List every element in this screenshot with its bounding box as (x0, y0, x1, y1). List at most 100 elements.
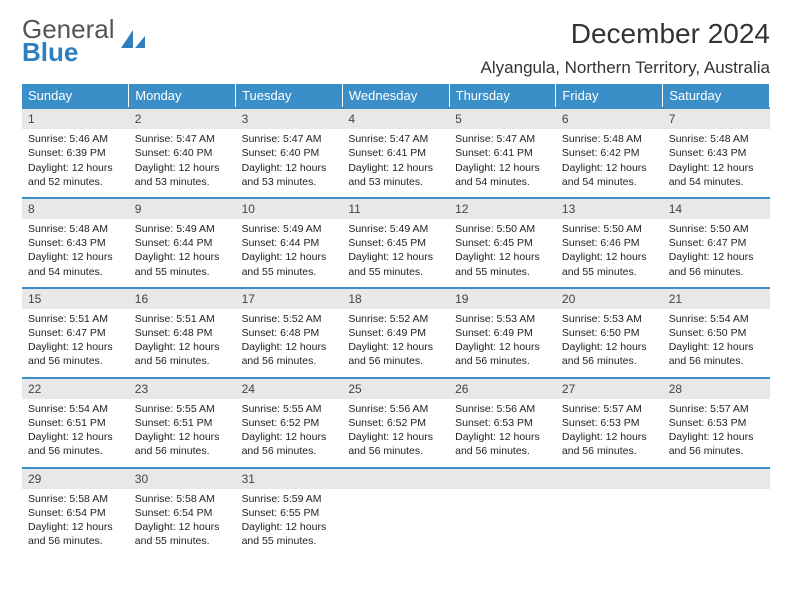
calendar-cell: 25Sunrise: 5:56 AMSunset: 6:52 PMDayligh… (342, 378, 449, 468)
day-number: 1 (22, 109, 129, 129)
calendar-cell (449, 468, 556, 557)
day-number: 7 (663, 109, 770, 129)
day-number: 29 (22, 469, 129, 489)
month-title: December 2024 (481, 18, 770, 50)
day-body: Sunrise: 5:47 AMSunset: 6:41 PMDaylight:… (449, 129, 556, 197)
calendar-cell: 12Sunrise: 5:50 AMSunset: 6:45 PMDayligh… (449, 198, 556, 288)
logo-sail-icon (119, 28, 149, 55)
day-number: 28 (663, 379, 770, 399)
day-body: Sunrise: 5:47 AMSunset: 6:40 PMDaylight:… (236, 129, 343, 197)
location: Alyangula, Northern Territory, Australia (481, 58, 770, 78)
day-body: Sunrise: 5:58 AMSunset: 6:54 PMDaylight:… (129, 489, 236, 557)
day-body: Sunrise: 5:48 AMSunset: 6:43 PMDaylight:… (663, 129, 770, 197)
day-body: Sunrise: 5:48 AMSunset: 6:42 PMDaylight:… (556, 129, 663, 197)
day-body: Sunrise: 5:54 AMSunset: 6:50 PMDaylight:… (663, 309, 770, 377)
weekday-header: Sunday (22, 84, 129, 108)
day-number: 23 (129, 379, 236, 399)
day-body: Sunrise: 5:53 AMSunset: 6:49 PMDaylight:… (449, 309, 556, 377)
calendar-cell: 14Sunrise: 5:50 AMSunset: 6:47 PMDayligh… (663, 198, 770, 288)
day-body: Sunrise: 5:49 AMSunset: 6:44 PMDaylight:… (236, 219, 343, 287)
weekday-header: Wednesday (342, 84, 449, 108)
day-number: 25 (342, 379, 449, 399)
calendar-cell (556, 468, 663, 557)
day-number: 5 (449, 109, 556, 129)
calendar-cell: 5Sunrise: 5:47 AMSunset: 6:41 PMDaylight… (449, 108, 556, 198)
logo: General Blue (22, 18, 149, 65)
calendar-head: SundayMondayTuesdayWednesdayThursdayFrid… (22, 84, 770, 108)
day-number: 9 (129, 199, 236, 219)
calendar-cell: 6Sunrise: 5:48 AMSunset: 6:42 PMDaylight… (556, 108, 663, 198)
calendar-cell: 13Sunrise: 5:50 AMSunset: 6:46 PMDayligh… (556, 198, 663, 288)
day-body: Sunrise: 5:51 AMSunset: 6:48 PMDaylight:… (129, 309, 236, 377)
day-body: Sunrise: 5:59 AMSunset: 6:55 PMDaylight:… (236, 489, 343, 557)
day-number: 19 (449, 289, 556, 309)
day-body: Sunrise: 5:57 AMSunset: 6:53 PMDaylight:… (556, 399, 663, 467)
calendar-cell: 28Sunrise: 5:57 AMSunset: 6:53 PMDayligh… (663, 378, 770, 468)
day-number: 10 (236, 199, 343, 219)
calendar-table: SundayMondayTuesdayWednesdayThursdayFrid… (22, 84, 770, 556)
day-number: 20 (556, 289, 663, 309)
header: General Blue December 2024 Alyangula, No… (22, 18, 770, 78)
day-body: Sunrise: 5:58 AMSunset: 6:54 PMDaylight:… (22, 489, 129, 557)
day-number: 30 (129, 469, 236, 489)
calendar-cell: 3Sunrise: 5:47 AMSunset: 6:40 PMDaylight… (236, 108, 343, 198)
day-number: 13 (556, 199, 663, 219)
weekday-header: Saturday (663, 84, 770, 108)
calendar-cell: 19Sunrise: 5:53 AMSunset: 6:49 PMDayligh… (449, 288, 556, 378)
calendar-cell: 7Sunrise: 5:48 AMSunset: 6:43 PMDaylight… (663, 108, 770, 198)
calendar-cell: 10Sunrise: 5:49 AMSunset: 6:44 PMDayligh… (236, 198, 343, 288)
title-block: December 2024 Alyangula, Northern Territ… (481, 18, 770, 78)
calendar-cell: 24Sunrise: 5:55 AMSunset: 6:52 PMDayligh… (236, 378, 343, 468)
weekday-header: Friday (556, 84, 663, 108)
day-body: Sunrise: 5:47 AMSunset: 6:40 PMDaylight:… (129, 129, 236, 197)
day-body: Sunrise: 5:48 AMSunset: 6:43 PMDaylight:… (22, 219, 129, 287)
calendar-cell (342, 468, 449, 557)
day-body: Sunrise: 5:47 AMSunset: 6:41 PMDaylight:… (342, 129, 449, 197)
day-body: Sunrise: 5:56 AMSunset: 6:53 PMDaylight:… (449, 399, 556, 467)
day-body: Sunrise: 5:54 AMSunset: 6:51 PMDaylight:… (22, 399, 129, 467)
day-body: Sunrise: 5:50 AMSunset: 6:46 PMDaylight:… (556, 219, 663, 287)
logo-word2: Blue (22, 37, 78, 67)
day-body: Sunrise: 5:53 AMSunset: 6:50 PMDaylight:… (556, 309, 663, 377)
calendar-cell: 30Sunrise: 5:58 AMSunset: 6:54 PMDayligh… (129, 468, 236, 557)
day-number: 17 (236, 289, 343, 309)
day-body: Sunrise: 5:46 AMSunset: 6:39 PMDaylight:… (22, 129, 129, 197)
calendar-cell: 16Sunrise: 5:51 AMSunset: 6:48 PMDayligh… (129, 288, 236, 378)
calendar-cell: 27Sunrise: 5:57 AMSunset: 6:53 PMDayligh… (556, 378, 663, 468)
calendar-body: 1Sunrise: 5:46 AMSunset: 6:39 PMDaylight… (22, 108, 770, 556)
calendar-cell: 23Sunrise: 5:55 AMSunset: 6:51 PMDayligh… (129, 378, 236, 468)
day-number: 15 (22, 289, 129, 309)
calendar-cell: 11Sunrise: 5:49 AMSunset: 6:45 PMDayligh… (342, 198, 449, 288)
day-number: 18 (342, 289, 449, 309)
day-body: Sunrise: 5:56 AMSunset: 6:52 PMDaylight:… (342, 399, 449, 467)
calendar-cell: 8Sunrise: 5:48 AMSunset: 6:43 PMDaylight… (22, 198, 129, 288)
day-number: 11 (342, 199, 449, 219)
day-number: 4 (342, 109, 449, 129)
day-body: Sunrise: 5:49 AMSunset: 6:44 PMDaylight:… (129, 219, 236, 287)
calendar-cell: 4Sunrise: 5:47 AMSunset: 6:41 PMDaylight… (342, 108, 449, 198)
day-number: 6 (556, 109, 663, 129)
calendar-cell: 18Sunrise: 5:52 AMSunset: 6:49 PMDayligh… (342, 288, 449, 378)
calendar-cell: 9Sunrise: 5:49 AMSunset: 6:44 PMDaylight… (129, 198, 236, 288)
calendar-cell: 31Sunrise: 5:59 AMSunset: 6:55 PMDayligh… (236, 468, 343, 557)
weekday-header: Thursday (449, 84, 556, 108)
day-number: 3 (236, 109, 343, 129)
calendar-cell: 29Sunrise: 5:58 AMSunset: 6:54 PMDayligh… (22, 468, 129, 557)
day-body: Sunrise: 5:51 AMSunset: 6:47 PMDaylight:… (22, 309, 129, 377)
calendar-cell: 17Sunrise: 5:52 AMSunset: 6:48 PMDayligh… (236, 288, 343, 378)
calendar-cell: 15Sunrise: 5:51 AMSunset: 6:47 PMDayligh… (22, 288, 129, 378)
day-number: 2 (129, 109, 236, 129)
day-number: 26 (449, 379, 556, 399)
day-number: 14 (663, 199, 770, 219)
calendar-cell: 21Sunrise: 5:54 AMSunset: 6:50 PMDayligh… (663, 288, 770, 378)
day-number: 16 (129, 289, 236, 309)
day-body: Sunrise: 5:55 AMSunset: 6:51 PMDaylight:… (129, 399, 236, 467)
day-number: 24 (236, 379, 343, 399)
day-number: 27 (556, 379, 663, 399)
day-body: Sunrise: 5:52 AMSunset: 6:48 PMDaylight:… (236, 309, 343, 377)
day-body: Sunrise: 5:50 AMSunset: 6:47 PMDaylight:… (663, 219, 770, 287)
day-number: 12 (449, 199, 556, 219)
calendar-cell: 2Sunrise: 5:47 AMSunset: 6:40 PMDaylight… (129, 108, 236, 198)
day-body: Sunrise: 5:49 AMSunset: 6:45 PMDaylight:… (342, 219, 449, 287)
weekday-header: Tuesday (236, 84, 343, 108)
